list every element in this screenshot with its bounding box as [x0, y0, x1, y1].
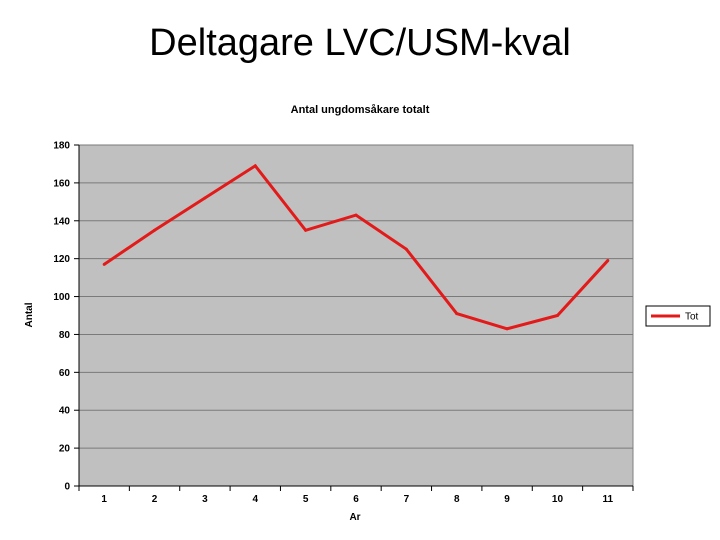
series-layer [102, 163, 610, 331]
x-axis-label: Ar [349, 512, 360, 523]
x-tick-label: 3 [202, 494, 208, 505]
legend-label: Tot [685, 312, 699, 323]
x-tick-label: 1 [101, 494, 107, 505]
y-tick-label: 180 [53, 141, 70, 152]
y-tick-label: 0 [64, 482, 70, 493]
x-tick-label: 9 [504, 494, 510, 505]
y-tick-label: 160 [53, 178, 70, 189]
data-point [253, 164, 257, 168]
legend: Tot [645, 305, 711, 327]
plot-area [78, 144, 634, 487]
data-point [153, 228, 157, 232]
y-axis-label: Antal [24, 302, 35, 327]
data-point [606, 259, 610, 263]
data-point [304, 228, 308, 232]
x-tick-label: 7 [404, 494, 410, 505]
x-tick-label: 5 [303, 494, 309, 505]
y-tick-label: 40 [59, 406, 71, 417]
data-point [505, 327, 509, 331]
data-point [354, 213, 358, 217]
data-point [102, 262, 106, 266]
chart-title: Antal ungdomsåkare totalt [291, 104, 430, 116]
y-tick-label: 60 [59, 368, 71, 379]
y-tick-label: 140 [53, 216, 70, 227]
x-tick-label: 6 [353, 494, 359, 505]
x-tick-label: 10 [552, 494, 564, 505]
axes: 0 20 40 60 80 100 120 140 160 180 1 2 3 4 5 6 7 8 9 10 11 [53, 141, 634, 505]
y-tick-label: 20 [59, 444, 71, 455]
x-tick-label: 4 [252, 494, 258, 505]
y-tick-label: 80 [59, 330, 71, 341]
y-tick-label: 120 [53, 254, 70, 265]
data-point [404, 247, 408, 251]
slide-title: Deltagare LVC/USM-kval [149, 22, 571, 64]
data-point [555, 314, 559, 317]
plot-background [78, 144, 634, 487]
x-tick-label: 11 [603, 494, 614, 505]
x-tick-label: 8 [454, 494, 460, 505]
data-point [203, 196, 207, 200]
y-tick-label: 100 [53, 292, 70, 303]
gridlines [79, 144, 633, 449]
data-point [455, 312, 459, 316]
x-tick-label: 2 [152, 494, 158, 505]
